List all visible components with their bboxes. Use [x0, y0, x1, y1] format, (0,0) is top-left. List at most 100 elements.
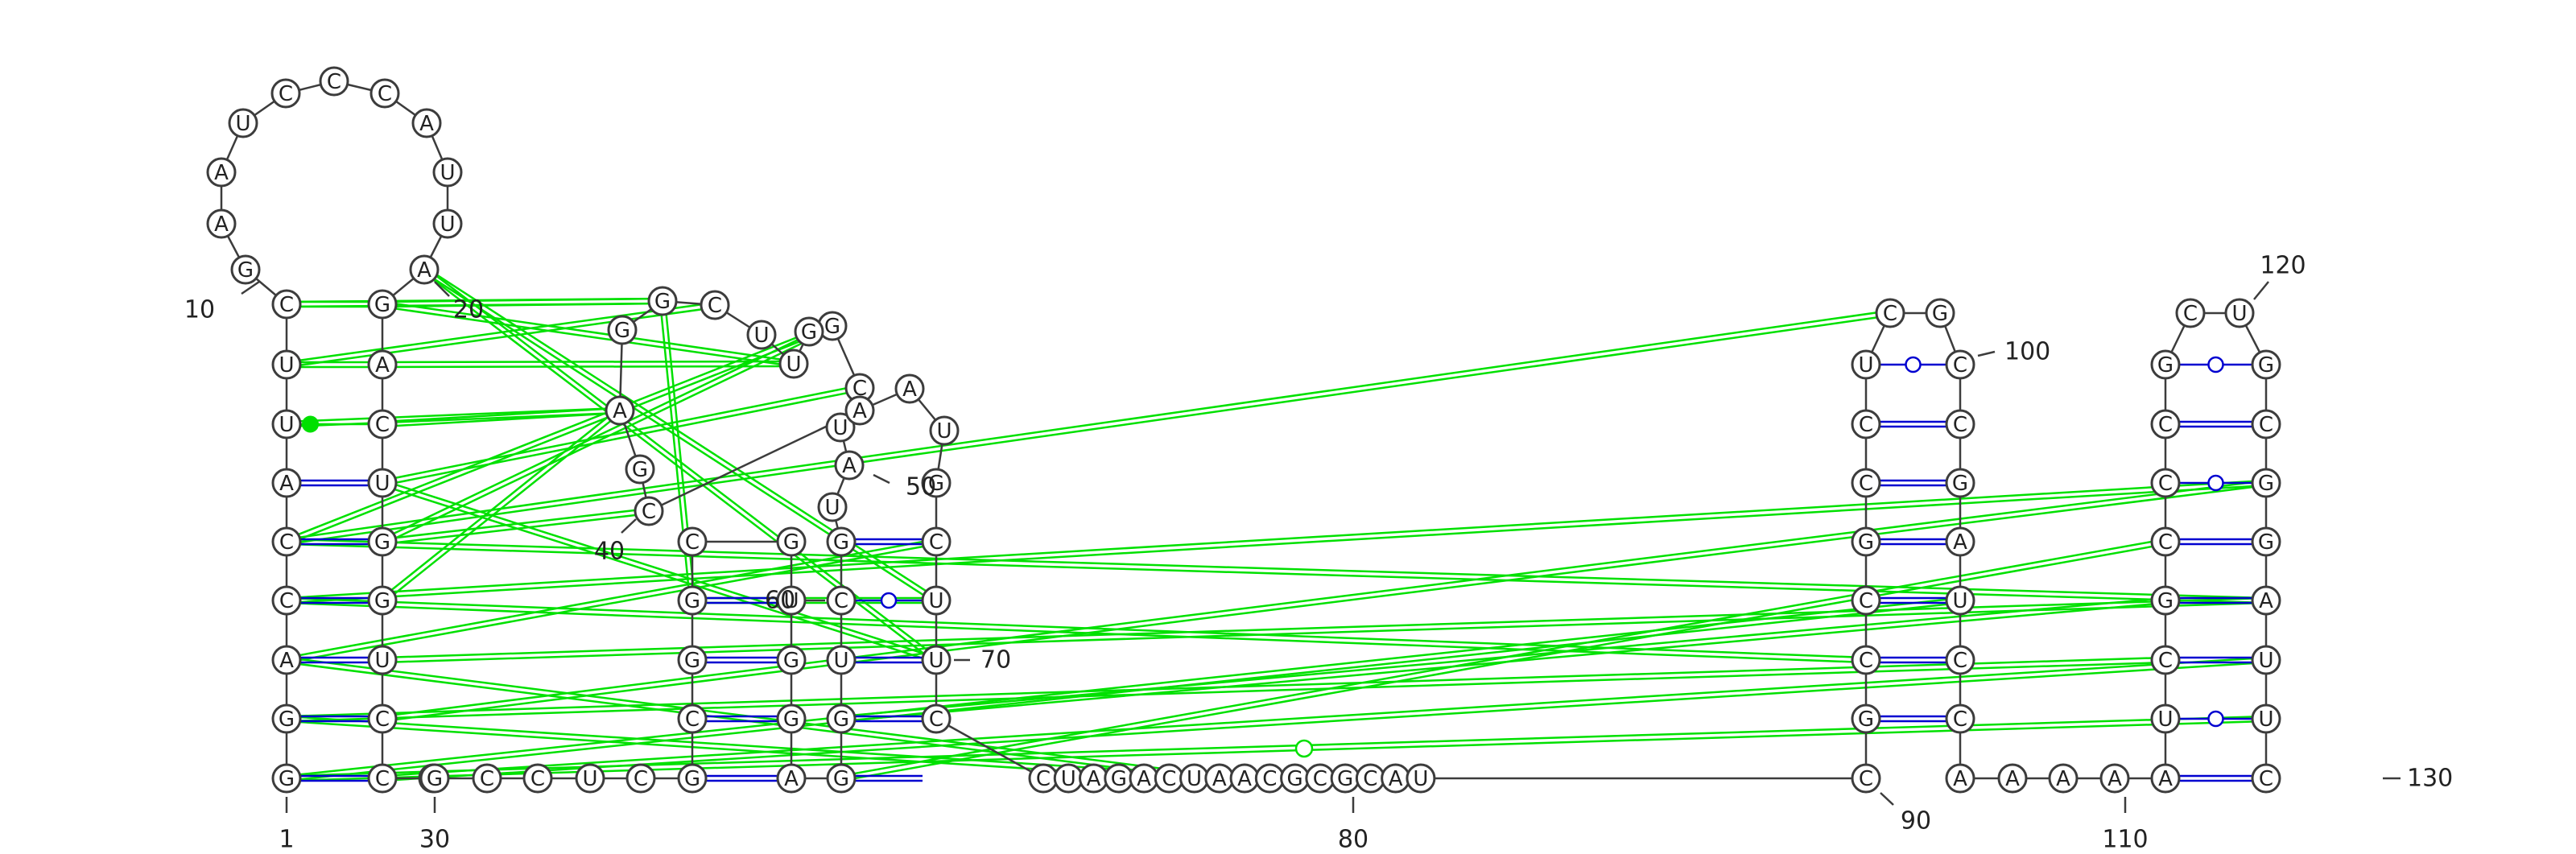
base-pair: [706, 715, 778, 723]
base-pair: [1880, 596, 1946, 604]
number-tick: [434, 281, 450, 297]
nucleotide-letter: C: [929, 530, 943, 555]
base-pair: [300, 774, 369, 782]
nucleotide: C: [1945, 409, 1975, 439]
nucleotide: U: [778, 349, 809, 379]
nucleotide: A: [206, 208, 237, 239]
nucleotide-letter: A: [214, 212, 229, 237]
nucleotide-letter: G: [1952, 472, 1968, 496]
nucleotide-letter: C: [375, 413, 390, 437]
nucleotide-letter: G: [279, 767, 295, 791]
nucleotide: G: [776, 645, 807, 675]
wobble-marker: [880, 592, 898, 609]
wobble-marker: [2207, 474, 2224, 492]
nucleotide-letter: A: [2259, 589, 2273, 613]
nucleotide: C: [2251, 763, 2281, 794]
nucleotide-letter: A: [852, 399, 867, 423]
nucleotide: A: [411, 108, 442, 138]
tertiary-interactions-layer: [285, 266, 2267, 782]
nucleotide-letter: C: [1953, 413, 1967, 437]
nucleotide: U: [1053, 763, 1084, 794]
nucleotide-letter: U: [1187, 767, 1202, 791]
tertiary-interaction: [286, 309, 1891, 546]
nucleotide: A: [271, 468, 302, 498]
nucleotide-letter: U: [1413, 767, 1428, 791]
noncanonical-marker: [302, 415, 319, 433]
nucleotide-letter: C: [1859, 413, 1873, 437]
nucleotide: G: [1851, 703, 1881, 734]
nucleotide: U: [432, 208, 463, 239]
nucleotide: G: [271, 763, 302, 794]
nucleotide-letter: A: [214, 161, 229, 185]
nucleotide: A: [367, 349, 398, 380]
nucleotide-letter: C: [378, 82, 392, 106]
nucleotide: A: [206, 157, 237, 188]
base-pair: [706, 656, 778, 664]
nucleotide-letter: A: [613, 399, 627, 423]
nucleotide: G: [1945, 468, 1975, 498]
nucleotide-letter: G: [801, 320, 817, 344]
base-pair: [2179, 656, 2252, 664]
nucleotide: A: [834, 450, 865, 481]
nucleotide: A: [605, 395, 635, 426]
nucleotide-letter: U: [832, 416, 848, 440]
nucleotide: C: [1851, 645, 1881, 675]
number-tick: [873, 473, 890, 485]
nucleotide: G: [2251, 349, 2281, 380]
nucleotide: G: [2150, 349, 2181, 380]
nucleotide: A: [409, 254, 440, 285]
nucleotide-letter: C: [834, 589, 848, 613]
nucleotide: G: [776, 703, 807, 734]
number-tick: [1880, 792, 1894, 806]
nucleotide-letter: G: [279, 708, 295, 732]
nucleotide: U: [228, 108, 258, 138]
nucleotide-letter: A: [1953, 767, 1967, 791]
tertiary-interaction: [381, 479, 938, 664]
nucleotide: C: [921, 703, 952, 734]
base-pair: [300, 300, 369, 308]
nucleotide-letter: A: [279, 472, 294, 496]
base-pair: [300, 479, 369, 487]
base-pair: [855, 774, 923, 782]
nucleotide-letter: U: [783, 589, 799, 613]
base-pair: [300, 361, 369, 369]
nucleotide: C: [625, 763, 656, 794]
nucleotide-letter: A: [2107, 767, 2122, 791]
nucleotide: G: [677, 645, 708, 675]
nucleotide: G: [625, 454, 655, 485]
base-pair: [300, 415, 369, 433]
nucleotide-letter: G: [783, 530, 799, 555]
nucleotides-layer: GGACCAUUCGAAUCCCAUUAGACUGGUCCGGCCUCGCGGC…: [206, 66, 2281, 794]
nucleotide: G: [2150, 585, 2181, 616]
base-pair: [1880, 356, 1946, 373]
nucleotide-letter: A: [1212, 767, 1227, 791]
nucleotide-letter: C: [2158, 472, 2173, 496]
nucleotide-letter: U: [440, 161, 455, 185]
nucleotide: U: [1851, 349, 1881, 380]
nucleotide: G: [2251, 468, 2281, 498]
tertiary-interaction: [380, 407, 622, 604]
nucleotide-letter: G: [1111, 767, 1127, 791]
nucleotide-letter: G: [1858, 708, 1874, 732]
wobble-marker: [2207, 710, 2224, 728]
base-pair: [706, 596, 778, 604]
nucleotide-letter: U: [582, 767, 597, 791]
number-label: 20: [453, 296, 484, 324]
base-pair: [855, 592, 923, 609]
nucleotide-letter: C: [1859, 767, 1873, 791]
nucleotide: A: [776, 763, 807, 794]
base-pair: [300, 596, 369, 604]
nucleotide-letter: C: [2183, 302, 2198, 326]
tertiary-interaction: [286, 538, 2267, 604]
nucleotide: C: [2150, 468, 2181, 498]
nucleotide: C: [700, 290, 730, 320]
nucleotide-letter: C: [2158, 413, 2173, 437]
nucleotide: A: [1997, 763, 2028, 794]
base-pair: [2179, 774, 2252, 782]
nucleotide: C: [1355, 763, 1385, 794]
nucleotide: C: [1851, 763, 1881, 794]
tertiary-interaction: [286, 301, 716, 369]
nucleotide: G: [1280, 763, 1311, 794]
